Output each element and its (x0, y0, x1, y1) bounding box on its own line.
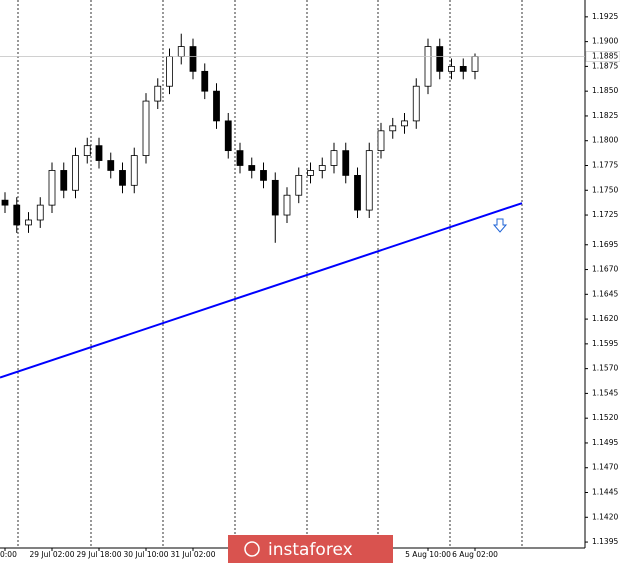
y-tick-label: 1.1695 (592, 240, 618, 249)
candle-body (25, 219, 32, 226)
candle-body (424, 46, 432, 87)
candle-body (283, 194, 291, 216)
candle-body (248, 165, 256, 171)
candle-body (471, 56, 479, 72)
candle-body (119, 170, 126, 186)
candle-body (318, 165, 326, 171)
x-tick-label: 6 Aug 02:00 (452, 550, 498, 559)
candle-body (295, 174, 303, 196)
candle-body (154, 85, 162, 102)
candle-body (142, 100, 150, 156)
candle-body (459, 65, 467, 72)
y-tick-label: 1.1520 (592, 413, 618, 422)
y-tick-label: 1.1925 (592, 12, 618, 21)
candle-body (201, 70, 209, 92)
candle-body (412, 85, 420, 122)
y-tick-label: 1.1545 (592, 388, 618, 397)
current-price-tag (585, 51, 620, 62)
candle-body (436, 46, 444, 72)
x-tick-label: 0:00 (0, 550, 17, 559)
y-tick-label: 1.1775 (592, 160, 618, 169)
y-tick-label: 1.1800 (592, 136, 618, 145)
candle-body (213, 90, 220, 122)
candle-body (342, 150, 350, 176)
y-tick-label: 1.1645 (592, 289, 618, 298)
candle-body (330, 150, 338, 166)
candle-body (72, 155, 79, 191)
candle-body (389, 125, 397, 132)
y-tick-label: 1.1900 (592, 37, 618, 46)
y-tick-label: 1.1670 (592, 265, 618, 274)
candle-body (107, 160, 115, 171)
x-tick-label: 5 Aug 10:00 (405, 550, 451, 559)
trend-line (0, 202, 523, 379)
candle-body (36, 204, 44, 221)
y-tick-label: 1.1570 (592, 364, 618, 373)
candle-body (83, 145, 91, 156)
candle-body (130, 155, 138, 186)
y-tick-label: 1.1750 (592, 185, 618, 194)
candle-body (166, 56, 173, 87)
y-tick-label: 1.1445 (592, 488, 618, 497)
x-tick-label: 29 Jul 02:00 (30, 550, 75, 559)
candle-body (271, 179, 279, 216)
candle-body (377, 130, 385, 152)
candle-body (13, 204, 21, 226)
candle-body (236, 150, 244, 166)
y-tick-label: 1.1875 (592, 61, 618, 70)
plot (0, 33, 523, 379)
down-arrow-icon (492, 218, 508, 233)
y-tick-label: 1.1420 (592, 512, 618, 521)
watermark-text: instaforex (268, 540, 353, 560)
candle-body (224, 120, 232, 152)
y-tick-label: 1.1470 (592, 463, 618, 472)
x-tick-label: 31 Jul 02:00 (171, 550, 216, 559)
candle-body (354, 174, 361, 211)
candle-body (1, 199, 9, 206)
y-tick-label: 1.1620 (592, 314, 618, 323)
y-tick-label: 1.1850 (592, 86, 618, 95)
day-separators (17, 0, 523, 548)
candle-body (95, 145, 103, 161)
y-tick-label: 1.1825 (592, 111, 618, 120)
x-tick-label: 30 Jul 10:00 (124, 550, 169, 559)
candle-body (401, 120, 408, 127)
y-tick-label: 1.1725 (592, 210, 618, 219)
y-tick-label: 1.1395 (592, 537, 618, 546)
y-tick-label: 1.1495 (592, 438, 618, 447)
y-tick-label: 1.1595 (592, 339, 618, 348)
candle-body (448, 65, 455, 72)
candle-body (365, 150, 373, 211)
candle-body (60, 170, 68, 191)
candle-body (177, 46, 185, 57)
candle-body (307, 170, 314, 176)
current-price-label: 1.1885 (592, 51, 618, 60)
watermark: instaforex (228, 535, 393, 563)
candle-body (48, 170, 56, 206)
candle-body (189, 46, 197, 72)
candle-body (260, 170, 267, 181)
x-tick-label: 29 Jul 18:00 (77, 550, 122, 559)
